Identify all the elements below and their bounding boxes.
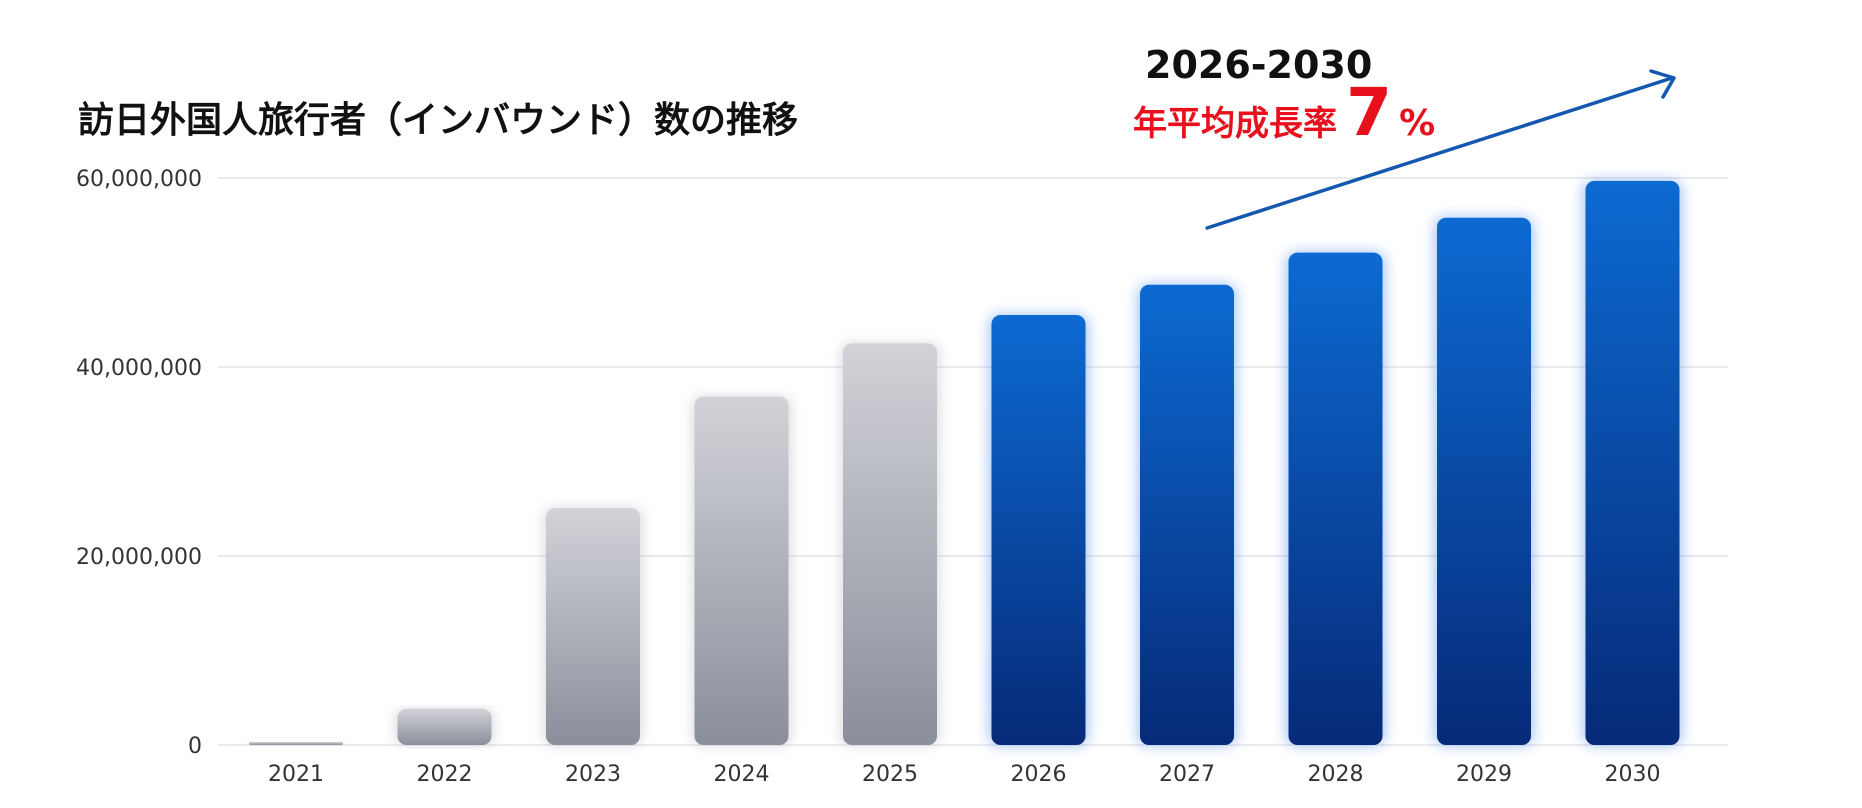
growth-annotation: 2026-2030 年平均成長率 7 %	[1133, 43, 1676, 230]
x-tick-label: 2022	[417, 762, 473, 787]
x-tick-label: 2026	[1011, 762, 1067, 787]
y-axis-ticks: 0 20,000,000 40,000,000 60,000,000	[76, 167, 202, 759]
x-tick-label: 2025	[862, 762, 918, 787]
y-tick-label: 20,000,000	[76, 545, 202, 570]
bar-2026	[991, 315, 1086, 745]
chart-title: 訪日外国人旅行者（インバウンド）数の推移	[78, 100, 798, 141]
bar-2030	[1585, 180, 1680, 745]
bar-2029	[1437, 217, 1531, 745]
annotation-rate-unit: %	[1399, 103, 1435, 144]
x-tick-label: 2027	[1159, 762, 1215, 787]
bar-2023	[546, 508, 640, 745]
bar-2022	[397, 708, 492, 745]
x-tick-label: 2028	[1308, 762, 1364, 787]
bar-2021	[249, 742, 343, 745]
y-tick-label: 40,000,000	[76, 356, 202, 381]
annotation-years: 2026-2030	[1145, 43, 1372, 87]
bar-2024	[694, 396, 789, 745]
annotation-rate-value: 7	[1346, 74, 1392, 151]
annotation-label: 年平均成長率	[1133, 104, 1337, 144]
bar-2027	[1140, 284, 1234, 745]
bar-2028	[1288, 252, 1383, 745]
y-tick-label: 60,000,000	[76, 167, 202, 192]
x-tick-label: 2023	[565, 762, 621, 787]
x-tick-label: 2030	[1605, 762, 1661, 787]
x-tick-label: 2021	[268, 762, 324, 787]
x-tick-label: 2029	[1456, 762, 1512, 787]
annotation-rate-line: 年平均成長率 7 %	[1133, 74, 1435, 151]
bars	[247, 180, 1682, 745]
y-tick-label: 0	[188, 734, 202, 759]
bar-2025	[843, 343, 937, 745]
trend-up-arrow-icon	[1205, 69, 1676, 230]
x-axis-ticks: 2021 2022 2023 2024 2025 2026 2027 2028 2029 2030	[268, 762, 1661, 787]
x-tick-label: 2024	[714, 762, 770, 787]
